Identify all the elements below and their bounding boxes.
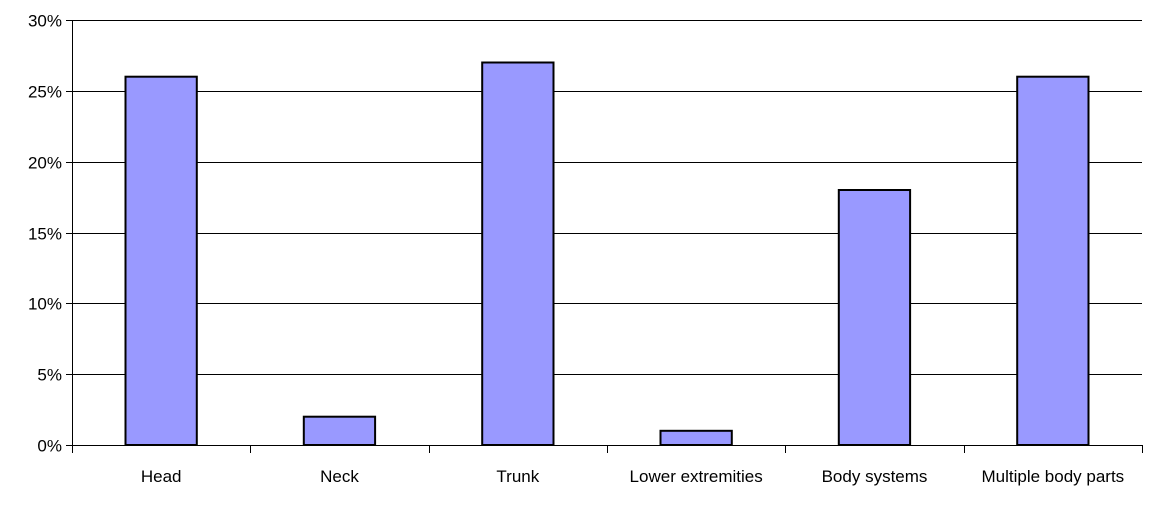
x-category-label: Multiple body parts <box>981 467 1124 486</box>
bar-body-systems <box>837 189 912 446</box>
y-tick-label: 15% <box>28 225 62 244</box>
labels: 0% 5% 10% 15% 20% 25% 30% Head Neck Trunk Lower ex… <box>28 12 1124 487</box>
x-category-label: Body systems <box>822 467 928 486</box>
y-tick-label: 5% <box>37 366 62 385</box>
bar-multiple-body-parts <box>1016 75 1090 446</box>
x-category-label: Neck <box>320 467 359 486</box>
axes <box>66 20 1143 453</box>
y-tick-label: 0% <box>37 437 62 456</box>
bar-neck <box>302 415 377 447</box>
y-tick-label: 20% <box>28 154 62 173</box>
y-tick-label: 25% <box>28 83 62 102</box>
bars <box>124 61 1090 447</box>
y-tick-label: 10% <box>28 295 62 314</box>
x-category-label: Lower extremities <box>630 467 763 486</box>
bar-trunk <box>481 61 555 446</box>
bar-lower-extremities <box>659 429 733 446</box>
y-tick-label: 30% <box>28 12 62 31</box>
gridlines <box>72 20 1142 375</box>
x-category-label: Head <box>141 467 182 486</box>
x-category-label: Trunk <box>496 467 539 486</box>
bar-head <box>124 75 198 446</box>
